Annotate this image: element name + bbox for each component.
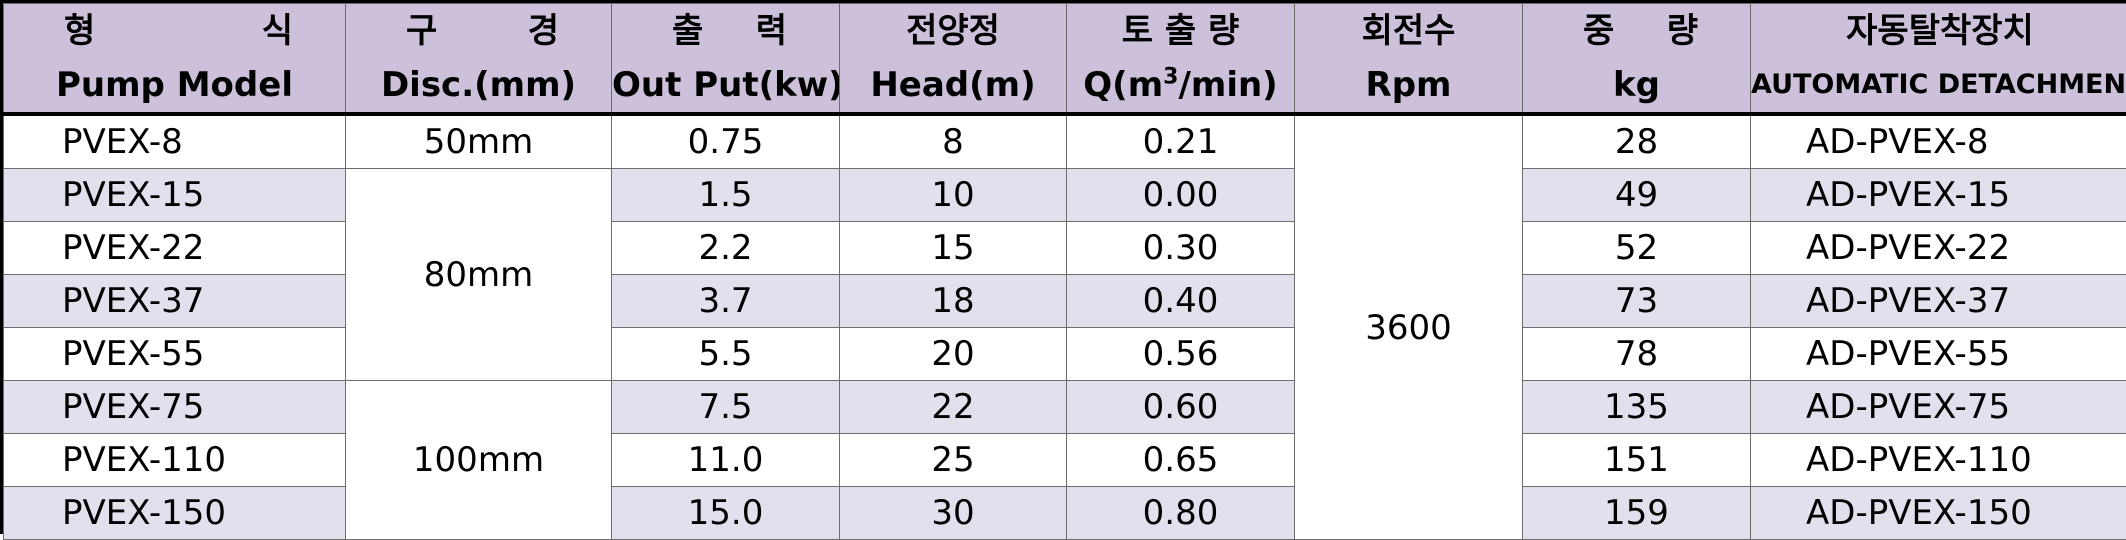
- cell-flow: 0.40: [1067, 275, 1295, 328]
- cell-output: 1.5: [612, 169, 840, 222]
- cell-output: 2.2: [612, 222, 840, 275]
- cell-head: 10: [840, 169, 1067, 222]
- header-rpm: 회전수 Rpm: [1295, 4, 1523, 115]
- cell-model: PVEX-110: [4, 434, 346, 487]
- cell-weight: 151: [1523, 434, 1751, 487]
- cell-output: 15.0: [612, 487, 840, 540]
- cell-detach: AD-PVEX-150: [1751, 487, 2126, 540]
- header-eng-head: Head(m): [840, 58, 1066, 112]
- cell-weight: 52: [1523, 222, 1751, 275]
- cell-flow: 0.80: [1067, 487, 1295, 540]
- cell-output: 3.7: [612, 275, 840, 328]
- cell-flow: 0.65: [1067, 434, 1295, 487]
- cell-output: 0.75: [612, 114, 840, 169]
- header-eng-output: Out Put(kw): [612, 58, 839, 112]
- header-eng-weight: kg: [1523, 58, 1750, 112]
- cell-model: PVEX-55: [4, 328, 346, 381]
- cell-weight: 49: [1523, 169, 1751, 222]
- header-detach: 자동탈착장치 AUTOMATIC DETACHMENT: [1751, 4, 2126, 115]
- cell-model: PVEX-8: [4, 114, 346, 169]
- header-eng-detach: AUTOMATIC DETACHMENT: [1751, 58, 2126, 112]
- cell-detach: AD-PVEX-15: [1751, 169, 2126, 222]
- header-kor-detach: 자동탈착장치: [1751, 4, 2126, 58]
- cell-model: PVEX-22: [4, 222, 346, 275]
- table-row: PVEX-37 3.7 18 0.40 73 AD-PVEX-37: [4, 275, 2126, 328]
- table-row: PVEX-8 50mm 0.75 8 0.21 3600 28 AD-PVEX-…: [4, 114, 2126, 169]
- cell-head: 20: [840, 328, 1067, 381]
- cell-detach: AD-PVEX-75: [1751, 381, 2126, 434]
- cell-flow: 0.56: [1067, 328, 1295, 381]
- cell-disc-50: 50mm: [346, 114, 612, 169]
- cell-detach: AD-PVEX-22: [1751, 222, 2126, 275]
- cell-output: 11.0: [612, 434, 840, 487]
- header-head: 전양정 Head(m): [840, 4, 1067, 115]
- header-kor-rpm: 회전수: [1295, 4, 1522, 58]
- cell-head: 18: [840, 275, 1067, 328]
- header-eng-model: Pump Model: [4, 58, 345, 112]
- cell-weight: 159: [1523, 487, 1751, 540]
- cell-model: PVEX-150: [4, 487, 346, 540]
- header-eng-disc: Disc.(mm): [346, 58, 611, 112]
- cell-model: PVEX-75: [4, 381, 346, 434]
- cell-head: 30: [840, 487, 1067, 540]
- cell-output: 7.5: [612, 381, 840, 434]
- cell-head: 8: [840, 114, 1067, 169]
- cell-flow: 0.21: [1067, 114, 1295, 169]
- cell-flow: 0.60: [1067, 381, 1295, 434]
- cell-head: 25: [840, 434, 1067, 487]
- header-kor-head: 전양정: [840, 4, 1066, 58]
- cell-weight: 135: [1523, 381, 1751, 434]
- cell-disc-100: 100mm: [346, 381, 612, 540]
- table-row: PVEX-150 15.0 30 0.80 159 AD-PVEX-150: [4, 487, 2126, 540]
- header-kor-flow: 토 출 량: [1067, 4, 1294, 58]
- cell-detach: AD-PVEX-110: [1751, 434, 2126, 487]
- table-row: PVEX-55 5.5 20 0.56 78 AD-PVEX-55: [4, 328, 2126, 381]
- cell-detach: AD-PVEX-8: [1751, 114, 2126, 169]
- cell-output: 5.5: [612, 328, 840, 381]
- cell-flow: 0.00: [1067, 169, 1295, 222]
- table-row: PVEX-15 80mm 1.5 10 0.00 49 AD-PVEX-15: [4, 169, 2126, 222]
- header-flow: 토 출 량 Q(m3/min): [1067, 4, 1295, 115]
- header-eng-flow: Q(m3/min): [1067, 58, 1294, 112]
- cell-disc-80: 80mm: [346, 169, 612, 381]
- cell-rpm: 3600: [1295, 114, 1523, 540]
- cell-weight: 28: [1523, 114, 1751, 169]
- cell-head: 22: [840, 381, 1067, 434]
- cell-flow: 0.30: [1067, 222, 1295, 275]
- cell-weight: 78: [1523, 328, 1751, 381]
- cell-head: 15: [840, 222, 1067, 275]
- cell-model: PVEX-15: [4, 169, 346, 222]
- table-row: PVEX-110 11.0 25 0.65 151 AD-PVEX-110: [4, 434, 2126, 487]
- cell-model: PVEX-37: [4, 275, 346, 328]
- header-eng-rpm: Rpm: [1295, 58, 1522, 112]
- table-row: PVEX-22 2.2 15 0.30 52 AD-PVEX-22: [4, 222, 2126, 275]
- cell-detach: AD-PVEX-37: [1751, 275, 2126, 328]
- cell-detach: AD-PVEX-55: [1751, 328, 2126, 381]
- cell-weight: 73: [1523, 275, 1751, 328]
- table-row: PVEX-75 100mm 7.5 22 0.60 135 AD-PVEX-75: [4, 381, 2126, 434]
